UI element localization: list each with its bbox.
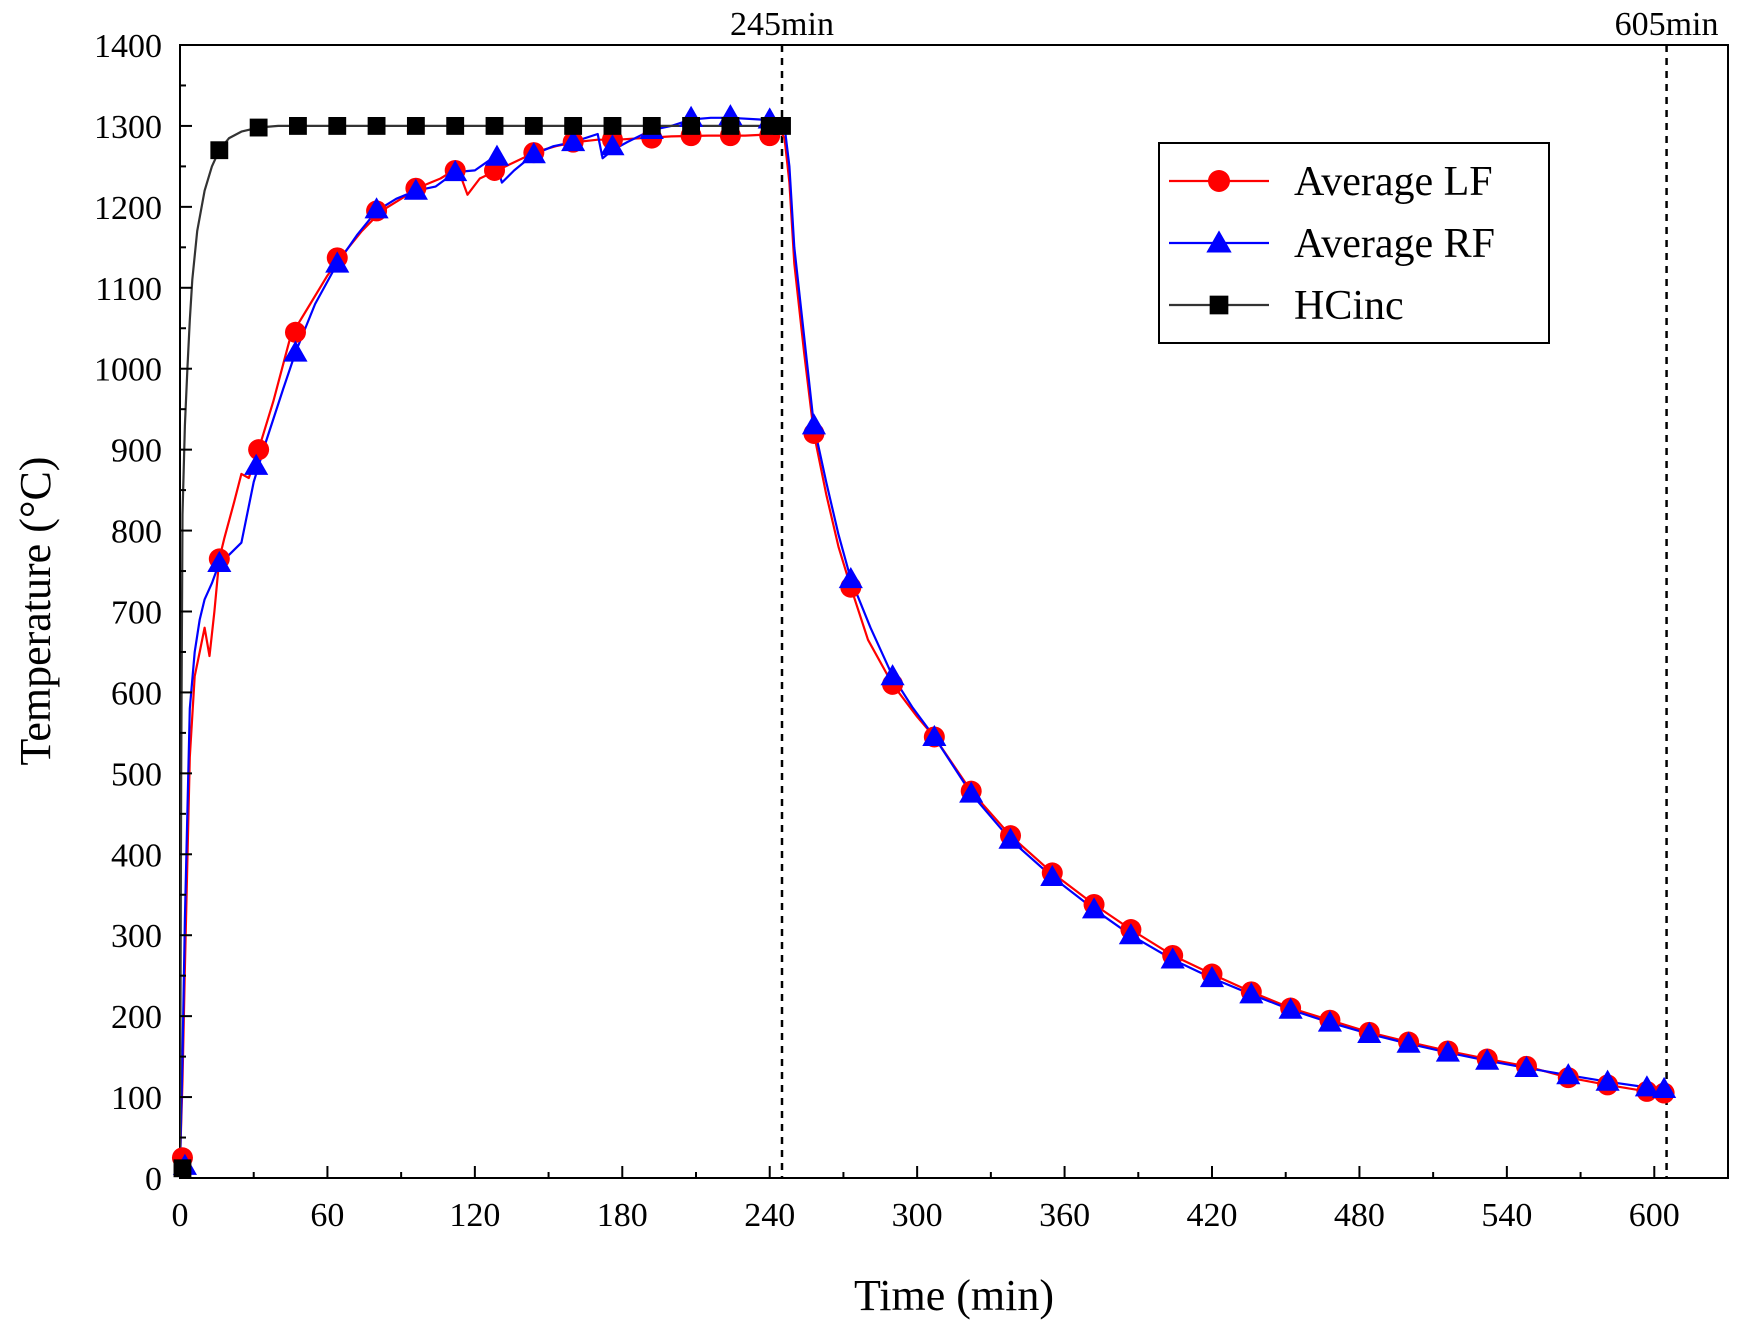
y-tick-label: 0 (145, 1161, 162, 1198)
marker-average-rf (838, 567, 863, 589)
x-tick-label: 240 (744, 1197, 795, 1234)
y-tick-label: 1200 (94, 190, 162, 227)
marker-average-rf (1160, 947, 1185, 969)
marker-average-rf (600, 134, 625, 156)
y-tick-label: 800 (111, 514, 162, 551)
marker-hcinc (367, 117, 386, 135)
y-tick-label: 200 (111, 999, 162, 1036)
marker-hcinc (406, 117, 425, 135)
marker-average-rf (1634, 1075, 1659, 1097)
marker-average-rf (1317, 1010, 1343, 1032)
x-tick-label: 600 (1629, 1197, 1680, 1234)
marker-average-rf (922, 724, 947, 746)
marker-average-rf (801, 413, 827, 435)
legend-marker (1209, 295, 1229, 315)
x-tick-label: 480 (1334, 1197, 1385, 1234)
marker-average-rf (1652, 1076, 1677, 1099)
y-tick-label: 500 (111, 756, 162, 793)
legend-label: HCinc (1294, 283, 1404, 329)
marker-average-rf (484, 144, 510, 166)
vline-label: 605min (1615, 6, 1719, 43)
y-tick-label: 300 (111, 918, 162, 955)
y-tick-label: 600 (111, 675, 162, 712)
marker-average-rf (443, 159, 468, 182)
legend-marker (1208, 170, 1230, 192)
marker-hcinc (773, 117, 791, 135)
marker-hcinc (524, 117, 543, 135)
marker-hcinc (682, 117, 701, 135)
y-tick-label: 900 (111, 433, 162, 470)
marker-hcinc (328, 117, 347, 135)
marker-average-rf (1239, 982, 1264, 1004)
marker-average-rf (283, 340, 308, 362)
x-tick-label: 360 (1039, 1197, 1090, 1234)
marker-average-rf (561, 130, 586, 152)
marker-hcinc (289, 117, 307, 135)
y-axis: 0 100 200 300 400 500 600 700 800 900 1000 1100 1200… (94, 28, 192, 1198)
marker-hcinc (642, 117, 661, 135)
marker-hcinc (210, 141, 229, 160)
marker-average-lf (248, 439, 270, 461)
x-tick-label: 540 (1481, 1197, 1532, 1234)
marker-average-rf (1595, 1069, 1620, 1091)
x-tick-label: 60 (310, 1197, 344, 1234)
x-tick-label: 120 (449, 1197, 500, 1234)
marker-average-rf (1514, 1055, 1539, 1077)
marker-average-rf (1278, 997, 1303, 1019)
marker-hcinc (564, 117, 583, 135)
marker-hcinc (173, 1159, 192, 1178)
marker-average-rf (1081, 897, 1107, 919)
vline-label: 245min (730, 6, 834, 43)
legend: Average LF Average RF HCinc (1158, 142, 1550, 344)
marker-average-rf (1118, 923, 1143, 945)
marker-average-rf (244, 453, 269, 475)
legend-label: Average RF (1294, 221, 1495, 267)
x-axis: 0 60 120 180 240 300 360 420 480 540 600 (172, 1166, 1680, 1234)
marker-average-rf (403, 178, 428, 200)
marker-average-rf (325, 251, 350, 273)
legend-marker (1206, 230, 1232, 253)
marker-average-rf (1357, 1021, 1382, 1044)
y-tick-label: 1300 (94, 109, 162, 146)
x-tick-label: 180 (597, 1197, 648, 1234)
series-line-hcinc (180, 124, 782, 1162)
reference-lines: 245min 605min (730, 6, 1719, 1178)
marker-average-rf (1199, 966, 1225, 988)
marker-hcinc (603, 117, 622, 135)
y-axis-title: Temperature (°C) (11, 457, 60, 766)
marker-average-rf (1396, 1031, 1421, 1053)
y-tick-label: 1400 (94, 28, 162, 65)
y-tick-label: 700 (111, 595, 162, 632)
marker-average-rf (880, 664, 905, 686)
marker-average-rf (959, 781, 984, 803)
legend-label: Average LF (1294, 159, 1493, 205)
marker-hcinc (446, 117, 465, 135)
marker-average-rf (1556, 1063, 1581, 1085)
y-tick-label: 400 (111, 837, 162, 874)
marker-average-rf (1040, 864, 1065, 887)
marker-hcinc (249, 118, 268, 137)
x-tick-label: 420 (1187, 1197, 1238, 1234)
marker-average-rf (207, 550, 232, 572)
marker-hcinc (721, 117, 740, 135)
x-tick-label: 300 (892, 1197, 943, 1234)
x-tick-label: 0 (172, 1197, 189, 1234)
x-axis-title: Time (min) (854, 1271, 1054, 1320)
series-markers (171, 104, 1677, 1178)
marker-average-rf (1435, 1040, 1460, 1062)
y-tick-label: 1000 (94, 352, 162, 389)
marker-average-lf (284, 321, 306, 343)
marker-average-rf (1475, 1048, 1500, 1070)
marker-average-rf (364, 197, 389, 219)
marker-hcinc (485, 117, 504, 135)
marker-average-rf (998, 827, 1023, 849)
y-tick-label: 1100 (95, 271, 162, 308)
y-tick-label: 100 (111, 1080, 162, 1117)
marker-average-rf (521, 142, 546, 164)
